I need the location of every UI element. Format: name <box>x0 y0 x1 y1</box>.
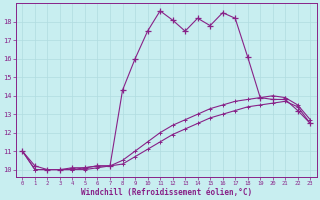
X-axis label: Windchill (Refroidissement éolien,°C): Windchill (Refroidissement éolien,°C) <box>81 188 252 197</box>
